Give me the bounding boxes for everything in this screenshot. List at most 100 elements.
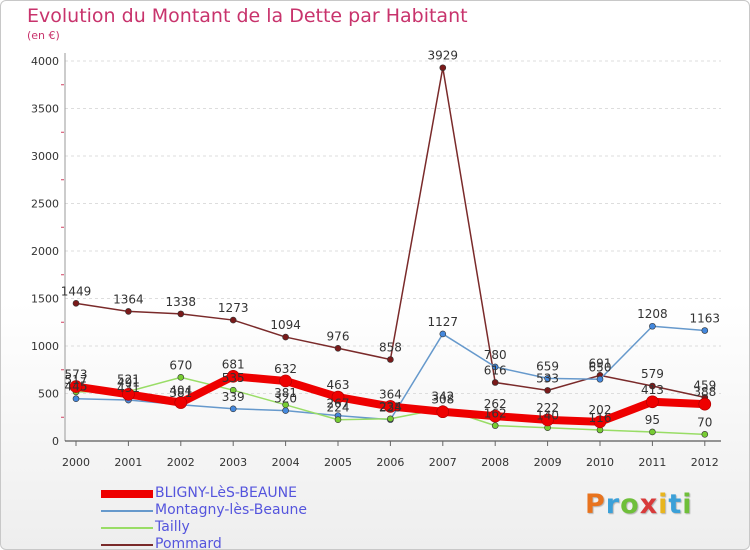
y-tick-label: 1500 [31, 293, 59, 306]
data-point [69, 380, 83, 393]
data-point [72, 395, 80, 403]
data-point [544, 387, 551, 394]
data-point [544, 375, 551, 382]
proxiti-logo: Proxiti [585, 489, 693, 520]
data-label: 140 [536, 409, 559, 423]
data-point [649, 382, 656, 390]
data-point [701, 327, 709, 334]
data-point [282, 401, 289, 409]
data-label: 681 [222, 357, 245, 371]
data-label: 3929 [428, 49, 459, 63]
data-point [334, 416, 342, 424]
data-label: 517 [65, 373, 88, 387]
data-label: 1127 [428, 315, 459, 329]
data-label: 339 [222, 390, 245, 404]
legend-swatch [101, 544, 153, 546]
data-label: 404 [169, 384, 192, 398]
legend-label: Tailly [155, 519, 190, 535]
data-label: 234 [379, 400, 402, 414]
data-label: 381 [274, 386, 297, 400]
legend-label: Montagny-lès-Beaune [155, 502, 307, 518]
legend-label: Pommard [155, 536, 222, 550]
data-point [491, 422, 499, 429]
data-point [177, 310, 185, 318]
x-tick-label: 2007 [429, 456, 457, 469]
data-point [177, 374, 185, 381]
data-label: 445 [65, 380, 88, 394]
y-tick-label: 3500 [31, 103, 59, 116]
data-label: 431 [117, 381, 140, 395]
data-point [226, 370, 240, 383]
logo-letter: i [682, 489, 693, 520]
x-tick-label: 2008 [481, 456, 509, 469]
data-point [282, 407, 289, 414]
y-tick-label: 1000 [31, 340, 59, 353]
data-point [698, 397, 712, 411]
data-label: 320 [274, 392, 297, 406]
data-label: 533 [536, 371, 559, 385]
data-label: 162 [484, 407, 507, 421]
data-label: 535 [222, 371, 245, 385]
data-point [593, 415, 607, 429]
data-label: 308 [431, 393, 454, 407]
data-label: 670 [169, 358, 192, 372]
data-label: 225 [379, 401, 402, 415]
x-tick-label: 2004 [272, 456, 300, 469]
chart-unit-label: (en €) [27, 29, 60, 42]
data-point [334, 344, 342, 352]
data-label: 70 [697, 415, 712, 429]
logo-letter: i [658, 489, 669, 520]
legend-swatch [101, 490, 153, 498]
y-tick-label: 2500 [31, 198, 59, 211]
legend-swatch [101, 527, 153, 529]
data-point [282, 333, 289, 341]
x-tick-label: 2011 [638, 456, 666, 469]
data-label: 1338 [166, 295, 197, 309]
x-tick-label: 2002 [167, 456, 195, 469]
data-label: 858 [379, 340, 402, 354]
x-tick-label: 2005 [324, 456, 352, 469]
data-label: 224 [327, 401, 350, 415]
data-point [488, 409, 502, 423]
x-tick-label: 2006 [376, 456, 404, 469]
x-tick-label: 2010 [586, 456, 614, 469]
data-label: 1364 [113, 292, 144, 306]
data-label: 573 [65, 368, 88, 382]
data-label: 780 [484, 348, 507, 362]
data-label: 463 [327, 378, 350, 392]
data-label: 616 [484, 363, 507, 377]
data-point [72, 300, 80, 307]
data-label: 1208 [637, 307, 668, 321]
y-tick-label: 500 [38, 388, 59, 401]
data-point [387, 356, 394, 363]
logo-letter: o [620, 489, 640, 520]
data-point [279, 374, 292, 388]
data-label: 267 [327, 397, 350, 411]
logo-letter: x [639, 489, 659, 520]
data-point [331, 390, 345, 404]
data-label: 632 [274, 362, 297, 376]
data-point [646, 395, 659, 409]
data-point [439, 64, 447, 72]
data-label: 95 [645, 413, 660, 427]
data-point [229, 316, 237, 324]
x-tick-label: 2012 [691, 456, 719, 469]
logo-letter: P [585, 489, 606, 520]
data-point [229, 405, 237, 413]
data-label: 116 [589, 411, 612, 425]
data-label: 1449 [61, 284, 92, 298]
chart-title: Evolution du Montant de la Dette par Hab… [27, 5, 468, 27]
data-label: 579 [641, 367, 664, 381]
data-point [229, 386, 237, 394]
data-point [439, 330, 447, 338]
data-point [387, 415, 394, 423]
data-label: 976 [327, 329, 350, 343]
legend-swatch [101, 510, 153, 512]
data-label: 1273 [218, 301, 249, 315]
data-point [596, 375, 604, 383]
data-label: 650 [589, 360, 612, 374]
x-tick-label: 2003 [219, 456, 247, 469]
data-point [436, 405, 450, 419]
